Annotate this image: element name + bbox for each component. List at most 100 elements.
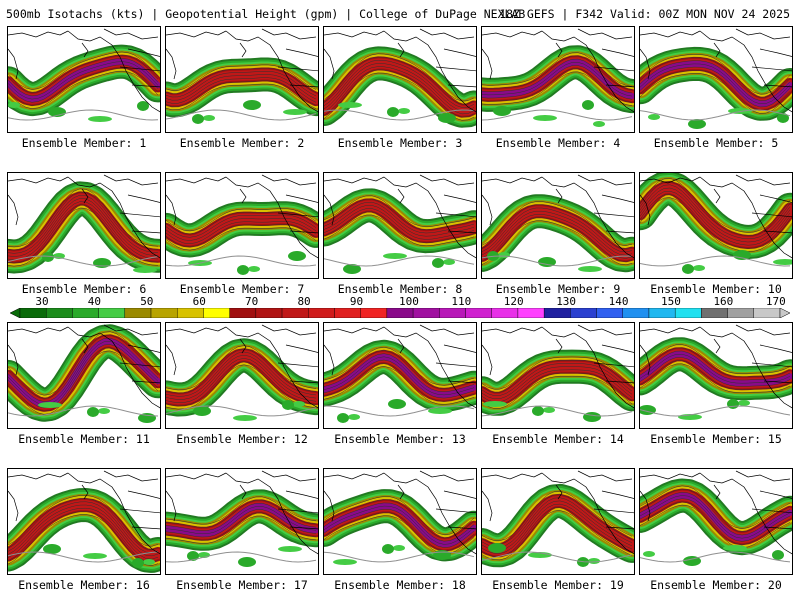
isotach-patch (248, 266, 260, 272)
member-map-plot (166, 469, 318, 574)
isotach-patch (777, 113, 789, 123)
height-contour (166, 348, 317, 394)
colorbar-swatch (543, 308, 571, 318)
isotach-patch (433, 550, 451, 560)
height-contour (166, 217, 317, 241)
isotach-patch (438, 113, 456, 123)
height-contour (324, 496, 475, 536)
isotach-patch (42, 252, 54, 262)
ensemble-member-map (639, 322, 793, 429)
isotach-patch (578, 266, 602, 272)
height-contour (324, 53, 475, 102)
ensemble-member-map (481, 26, 635, 133)
height-contour (8, 334, 159, 399)
height-contour (8, 191, 159, 251)
isotach-patch (683, 556, 701, 566)
member-map-plot (640, 469, 792, 574)
isotach-patch (43, 544, 61, 554)
isotach-patch (643, 551, 655, 557)
member-map-plot (324, 469, 476, 574)
height-contour-5880 (166, 405, 317, 417)
colorbar-tick-label: 70 (245, 295, 259, 308)
ensemble-member-label: Ensemble Member: 9 (495, 282, 621, 296)
isotach-patch (772, 550, 784, 560)
ensemble-member-map (481, 172, 635, 279)
member-map-plot (8, 323, 160, 428)
height-contour (640, 353, 791, 384)
colorbar-tick-label: 50 (140, 295, 154, 308)
coastline-outline (640, 174, 792, 259)
height-contour (166, 211, 317, 235)
isotach-patch (648, 114, 660, 120)
member-map-plot (482, 173, 634, 278)
height-contour (8, 331, 159, 396)
ensemble-member-map (165, 322, 319, 429)
height-contour (640, 485, 791, 529)
isotach-patch (93, 258, 111, 268)
height-contour (8, 204, 159, 264)
isotach-patch (333, 559, 357, 565)
ensemble-member-map (7, 322, 161, 429)
coastline-outline (166, 28, 318, 113)
isotach-patch (733, 250, 751, 260)
height-contour (166, 364, 317, 410)
coastline-outline (8, 324, 160, 409)
colorbar-swatch (674, 308, 702, 318)
height-contour (640, 501, 791, 545)
height-contour (324, 198, 475, 231)
colorbar-tick-label: 150 (661, 295, 681, 308)
height-contour (8, 350, 159, 415)
height-contour (8, 61, 159, 100)
isotach-patch (727, 399, 739, 409)
colorbar-swatch (177, 308, 204, 318)
colorbar-swatch (98, 308, 126, 318)
colorbar-tick-label: 60 (192, 295, 206, 308)
height-contour (482, 55, 633, 90)
height-contour (8, 514, 159, 566)
height-contour-5880 (166, 551, 317, 563)
coastline-outline (640, 28, 792, 113)
height-contour (8, 501, 159, 553)
isotach-jet-shading (166, 201, 318, 275)
height-contour-5880 (640, 551, 791, 563)
isotach-jet-shading (8, 324, 160, 423)
colorbar-swatch (753, 308, 781, 318)
isotach-patch (132, 558, 144, 568)
ensemble-member-map (7, 468, 161, 575)
height-contour (324, 366, 475, 405)
colorbar-tick-label: 170 (765, 295, 786, 308)
height-contour (482, 363, 633, 396)
height-contour (640, 60, 791, 101)
isotach-patch (532, 406, 544, 416)
height-contour (8, 337, 159, 402)
member-map-plot (8, 173, 160, 278)
member-map-plot (166, 323, 318, 428)
isotach-patch (8, 102, 20, 108)
height-contour (482, 491, 633, 541)
height-contour (8, 498, 159, 550)
isotach-patch (483, 401, 507, 407)
colorbar-tick-label: 120 (503, 295, 524, 308)
height-contour (482, 58, 633, 94)
height-contour (166, 351, 317, 397)
isotach-patch (593, 121, 605, 127)
height-contour (324, 505, 475, 545)
colorbar-tick-label: 80 (297, 295, 311, 308)
height-contour (640, 190, 791, 246)
ensemble-member-label: Ensemble Member: 17 (176, 578, 308, 592)
isotach-colorbar: 30 40 50 60 70 80 90 100 110 120 130 140 150 160 170 (10, 296, 790, 318)
isotach-patch (498, 252, 510, 258)
height-contour (324, 195, 475, 227)
height-contour (8, 511, 159, 563)
member-map-plot (8, 27, 160, 132)
height-contour (8, 188, 159, 248)
height-contour (8, 207, 159, 267)
height-contour (640, 73, 791, 114)
coastline-outline (8, 28, 160, 113)
ensemble-member-label: Ensemble Member: 6 (21, 282, 147, 296)
isotach-jet-shading (482, 349, 634, 422)
ensemble-member-map (639, 468, 793, 575)
coastline-outline (640, 470, 792, 555)
height-contour (8, 198, 159, 257)
height-contour (166, 515, 317, 544)
